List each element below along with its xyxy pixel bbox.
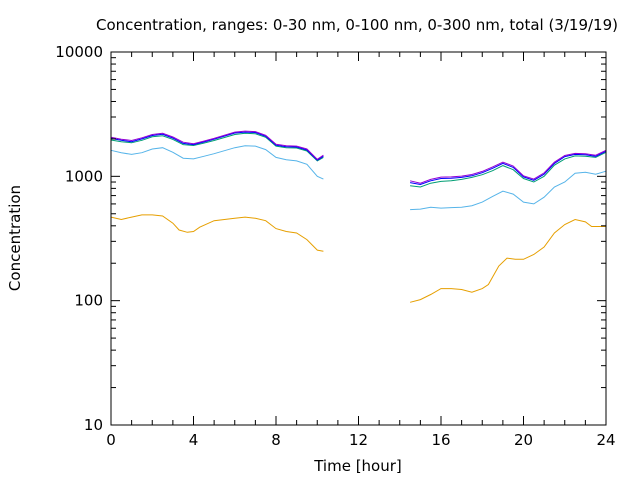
series-line-5-segment-2 bbox=[409, 149, 607, 184]
y-tick-label: 10 bbox=[84, 416, 103, 434]
y-tick-label: 1000 bbox=[65, 167, 103, 185]
x-tick-label: 8 bbox=[271, 431, 281, 449]
x-tick-label: 16 bbox=[431, 431, 450, 449]
x-tick-label: 12 bbox=[349, 431, 368, 449]
series-line-2-segment-1 bbox=[110, 145, 324, 180]
x-tick-label: 0 bbox=[106, 431, 116, 449]
x-tick-label: 20 bbox=[514, 431, 533, 449]
y-tick-label: 10000 bbox=[55, 43, 103, 61]
y-axis-title: Concentration bbox=[6, 185, 24, 291]
series-line-3-segment-1 bbox=[110, 132, 324, 162]
series-line-4-segment-1 bbox=[110, 131, 324, 161]
series-line-5-segment-1 bbox=[110, 130, 324, 160]
series-layer bbox=[110, 130, 607, 303]
x-tick-label: 24 bbox=[596, 431, 615, 449]
series-line-1-segment-2 bbox=[409, 218, 606, 303]
x-tick-label: 4 bbox=[189, 431, 199, 449]
x-axis-title: Time [hour] bbox=[313, 457, 402, 475]
plot-frame bbox=[110, 51, 607, 426]
y-tick-label: 100 bbox=[74, 292, 103, 310]
series-line-2-segment-2 bbox=[410, 170, 607, 211]
series-line-1-segment-1 bbox=[110, 214, 324, 252]
ticks-layer: 0 4 8 12 16 20 24 10 100 1000 10000 bbox=[55, 43, 615, 449]
series-line-4-segment-2 bbox=[410, 150, 607, 186]
chart-title: Concentration, ranges: 0-30 nm, 0-100 nm… bbox=[96, 16, 618, 34]
series-line-3-segment-2 bbox=[410, 151, 607, 188]
